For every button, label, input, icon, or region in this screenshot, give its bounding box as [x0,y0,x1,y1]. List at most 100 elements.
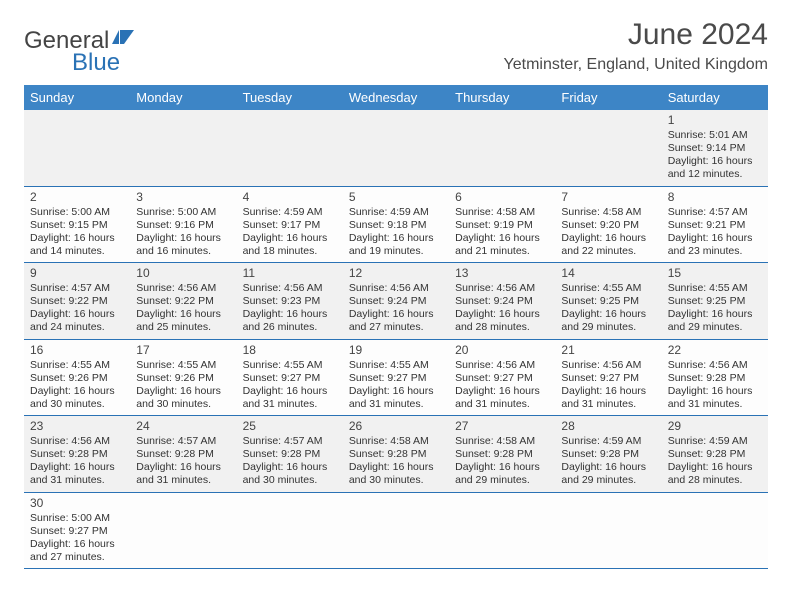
day-number: 19 [349,343,443,358]
day-cell: 25Sunrise: 4:57 AMSunset: 9:28 PMDayligh… [237,416,343,493]
day-number: 30 [30,496,124,511]
daylight-text: and 30 minutes. [243,474,337,487]
daylight-text: Daylight: 16 hours [668,155,762,168]
daylight-text: and 30 minutes. [136,398,230,411]
daylight-text: Daylight: 16 hours [349,461,443,474]
sunrise-text: Sunrise: 4:56 AM [349,282,443,295]
daylight-text: Daylight: 16 hours [30,538,124,551]
daylight-text: and 28 minutes. [668,474,762,487]
dow-tuesday: Tuesday [237,85,343,110]
day-cell: 29Sunrise: 4:59 AMSunset: 9:28 PMDayligh… [662,416,768,493]
day-cell: 14Sunrise: 4:55 AMSunset: 9:25 PMDayligh… [555,263,661,340]
day-cell [343,110,449,186]
daylight-text: and 29 minutes. [561,321,655,334]
daylight-text: Daylight: 16 hours [243,461,337,474]
day-number: 4 [243,190,337,205]
day-number: 16 [30,343,124,358]
day-number: 21 [561,343,655,358]
daylight-text: and 18 minutes. [243,245,337,258]
daylight-text: and 29 minutes. [455,474,549,487]
sunset-text: Sunset: 9:28 PM [243,448,337,461]
sunset-text: Sunset: 9:16 PM [136,219,230,232]
sunrise-text: Sunrise: 4:55 AM [668,282,762,295]
sunrise-text: Sunrise: 4:55 AM [136,359,230,372]
daylight-text: Daylight: 16 hours [136,385,230,398]
sunrise-text: Sunrise: 4:59 AM [349,206,443,219]
daylight-text: Daylight: 16 hours [455,232,549,245]
day-cell: 1Sunrise: 5:01 AMSunset: 9:14 PMDaylight… [662,110,768,186]
day-cell: 6Sunrise: 4:58 AMSunset: 9:19 PMDaylight… [449,186,555,263]
sunset-text: Sunset: 9:27 PM [243,372,337,385]
week-row: 1Sunrise: 5:01 AMSunset: 9:14 PMDaylight… [24,110,768,186]
week-row: 23Sunrise: 4:56 AMSunset: 9:28 PMDayligh… [24,416,768,493]
sunrise-text: Sunrise: 4:56 AM [668,359,762,372]
day-number: 11 [243,266,337,281]
sunrise-text: Sunrise: 5:00 AM [136,206,230,219]
day-cell: 11Sunrise: 4:56 AMSunset: 9:23 PMDayligh… [237,263,343,340]
daylight-text: and 24 minutes. [30,321,124,334]
sunrise-text: Sunrise: 4:57 AM [668,206,762,219]
day-number: 26 [349,419,443,434]
sunset-text: Sunset: 9:28 PM [349,448,443,461]
sunrise-text: Sunrise: 4:59 AM [243,206,337,219]
daylight-text: and 31 minutes. [30,474,124,487]
daylight-text: and 23 minutes. [668,245,762,258]
day-number: 12 [349,266,443,281]
day-cell [555,492,661,569]
daylight-text: Daylight: 16 hours [30,232,124,245]
day-cell: 8Sunrise: 4:57 AMSunset: 9:21 PMDaylight… [662,186,768,263]
daylight-text: and 25 minutes. [136,321,230,334]
dow-row: Sunday Monday Tuesday Wednesday Thursday… [24,85,768,110]
day-number: 5 [349,190,443,205]
day-number: 6 [455,190,549,205]
daylight-text: and 31 minutes. [455,398,549,411]
daylight-text: and 27 minutes. [349,321,443,334]
day-cell: 16Sunrise: 4:55 AMSunset: 9:26 PMDayligh… [24,339,130,416]
day-cell: 10Sunrise: 4:56 AMSunset: 9:22 PMDayligh… [130,263,236,340]
day-number: 23 [30,419,124,434]
day-cell [449,492,555,569]
daylight-text: Daylight: 16 hours [561,308,655,321]
day-number: 2 [30,190,124,205]
daylight-text: Daylight: 16 hours [668,385,762,398]
day-number: 13 [455,266,549,281]
sunrise-text: Sunrise: 4:58 AM [561,206,655,219]
day-number: 9 [30,266,124,281]
day-number: 25 [243,419,337,434]
month-year: June 2024 [504,18,768,52]
sunset-text: Sunset: 9:24 PM [455,295,549,308]
daylight-text: Daylight: 16 hours [561,385,655,398]
sunset-text: Sunset: 9:15 PM [30,219,124,232]
daylight-text: and 30 minutes. [30,398,124,411]
daylight-text: Daylight: 16 hours [561,461,655,474]
dow-thursday: Thursday [449,85,555,110]
week-row: 2Sunrise: 5:00 AMSunset: 9:15 PMDaylight… [24,186,768,263]
day-number: 10 [136,266,230,281]
daylight-text: Daylight: 16 hours [455,385,549,398]
daylight-text: and 19 minutes. [349,245,443,258]
sunrise-text: Sunrise: 4:56 AM [136,282,230,295]
sunset-text: Sunset: 9:26 PM [30,372,124,385]
daylight-text: Daylight: 16 hours [243,232,337,245]
day-cell: 9Sunrise: 4:57 AMSunset: 9:22 PMDaylight… [24,263,130,340]
week-row: 16 Sunrise: 4:55 AM Sunset: 9:26 PM Dayligh… [24,339,768,416]
sunrise-text: Sunrise: 4:56 AM [455,359,549,372]
flag-icon [112,24,136,52]
day-cell: 21Sunrise: 4:56 AMSunset: 9:27 PMDayligh… [555,339,661,416]
daylight-text: and 27 minutes. [30,551,124,564]
sunset-text: Sunset: 9:19 PM [455,219,549,232]
daylight-text: and 29 minutes. [561,474,655,487]
daylight-text: and 31 minutes. [561,398,655,411]
daylight-text: Daylight: 16 hours [668,461,762,474]
sunset-text: Sunset: 9:21 PM [668,219,762,232]
location: Yetminster, England, United Kingdom [504,56,768,74]
day-cell: 27Sunrise: 4:58 AMSunset: 9:28 PMDayligh… [449,416,555,493]
sunset-text: Sunset: 9:22 PM [136,295,230,308]
daylight-text: Daylight: 16 hours [136,308,230,321]
sunset-text: Sunset: 9:14 PM [668,142,762,155]
sunrise-text: Sunrise: 4:58 AM [455,435,549,448]
sunset-text: Sunset: 9:20 PM [561,219,655,232]
day-cell: 2Sunrise: 5:00 AMSunset: 9:15 PMDaylight… [24,186,130,263]
sunset-text: Sunset: 9:27 PM [30,525,124,538]
daylight-text: Daylight: 16 hours [349,385,443,398]
